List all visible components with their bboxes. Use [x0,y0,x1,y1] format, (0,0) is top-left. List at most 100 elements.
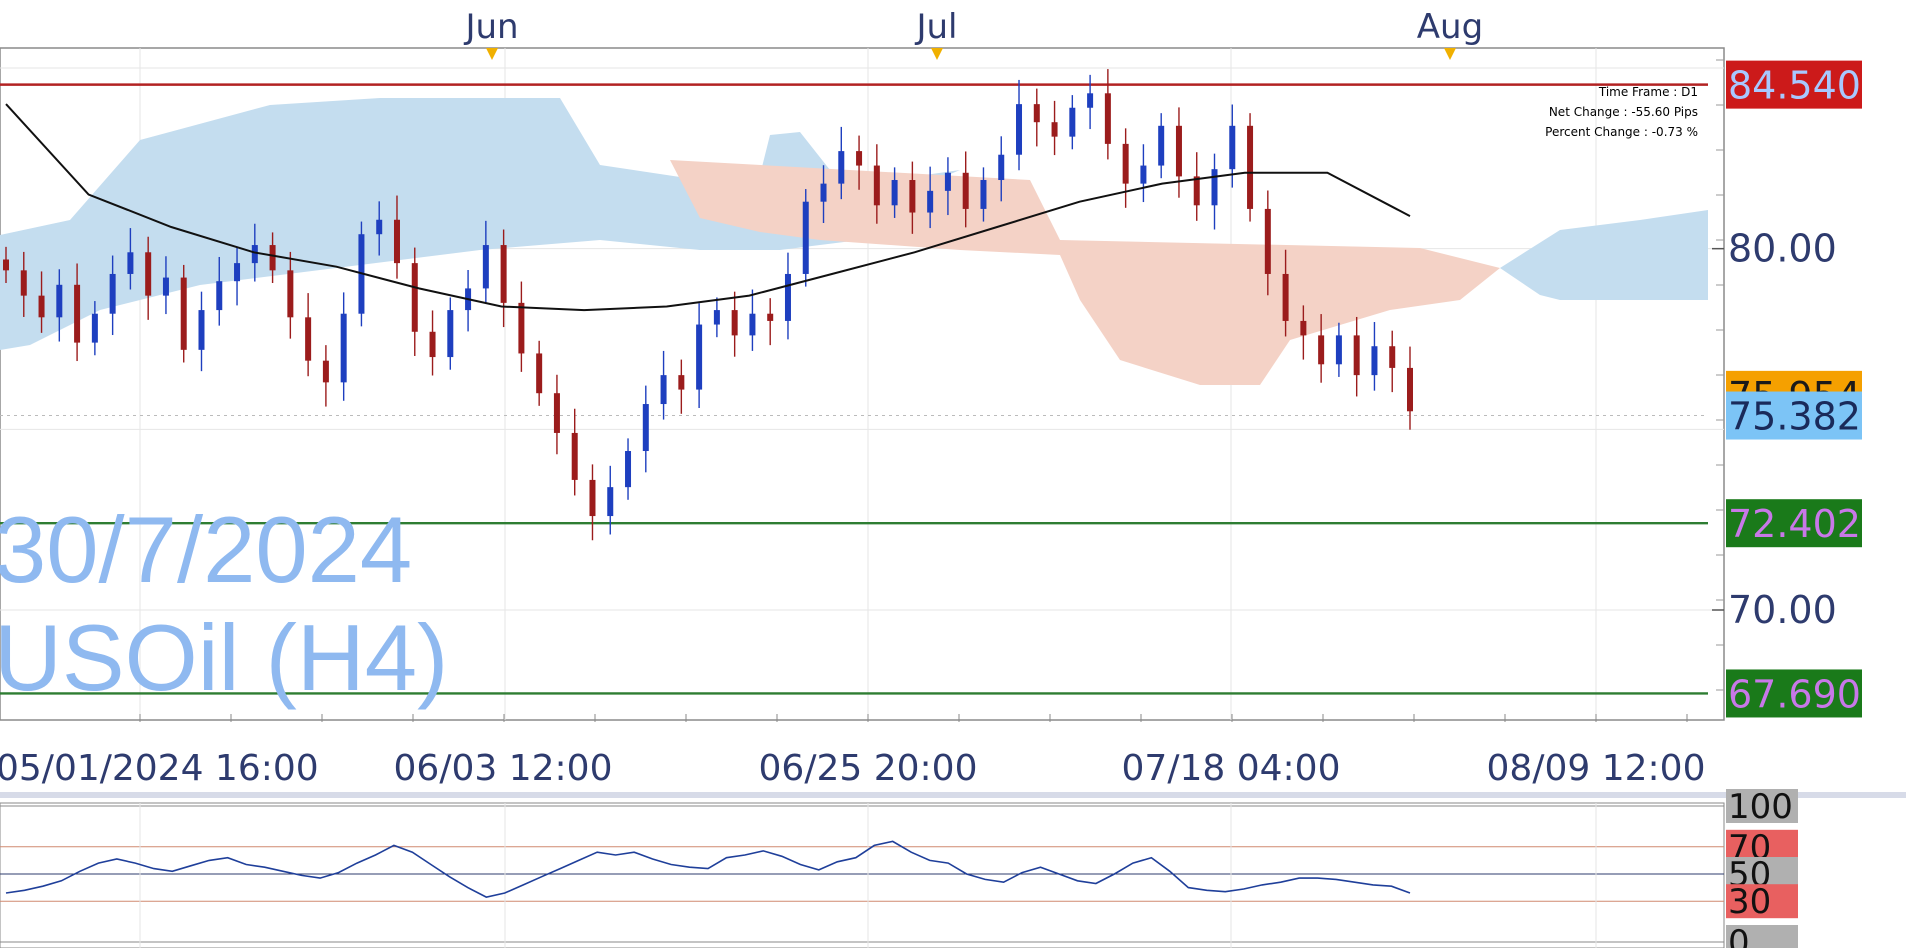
candle [749,289,756,351]
candle [198,291,205,372]
candle [56,269,63,342]
candle-body [1371,346,1378,376]
price-tag-box [1726,391,1862,440]
price-tag-label: 67.690 [1728,672,1861,716]
candle-body [1335,335,1342,365]
month-label-jul: Jul [914,7,957,47]
candle [3,246,9,283]
candle-body [269,245,276,271]
watermark-date: 30/7/2024 [0,497,412,602]
candle [1051,100,1058,156]
month-label-jun: Jun [463,7,518,47]
candle-body [642,404,649,452]
candle-body [482,245,489,289]
candle-body [518,302,525,354]
info-percent-change: Percent Change : -0.73 % [1545,125,1698,139]
info-time-frame: Time Frame : D1 [1598,85,1698,99]
rsi-level-label: 30 [1728,882,1771,922]
candle [767,298,774,346]
candle-body [38,295,45,318]
candle-body [1300,320,1307,336]
candle [1158,113,1165,179]
candle-body [998,154,1005,181]
candle [1087,74,1094,130]
rsi-panel-frame [0,802,1725,948]
candle-body [1407,367,1413,412]
candle [287,251,294,339]
candle-body [251,245,258,264]
candle-body [3,259,9,271]
candle [1407,346,1413,430]
price-tag-label: 84.540 [1728,64,1861,108]
candle [1211,153,1218,230]
x-tick-label: 05/01/2024 16:00 [0,748,319,789]
candle [1264,190,1271,296]
candle-body [553,393,560,433]
candle-body [411,263,418,332]
candle-body [74,284,81,343]
candle [909,161,916,234]
horizontal-price-lines [0,83,1708,695]
candle [1300,305,1307,360]
candle-body [1318,335,1325,365]
candle [340,292,347,401]
candle [980,167,987,222]
candle [607,465,614,535]
candle-body [802,201,809,274]
candle [1016,79,1023,171]
candle [891,167,898,218]
candle [1247,113,1254,222]
candle [234,247,241,306]
month-marker-aug [1444,48,1456,60]
rsi-level-label: 0 [1728,923,1750,948]
price-tag: 67.690 [1726,669,1862,718]
candle-body [731,310,738,336]
rsi-grid [0,803,1724,948]
candle-body [145,252,152,296]
candle [145,236,152,320]
candle-body [162,277,169,296]
price-tag: 75.382 [1726,391,1862,440]
candle-body [536,353,543,394]
candle [784,252,791,340]
y-tick-label: 70.00 [1728,588,1837,632]
watermark-symbol: USOil (H4) [0,605,448,710]
month-label-aug: Aug [1417,7,1483,47]
candle-body [1211,169,1218,206]
candle [447,297,454,370]
rsi-level-box [1726,884,1798,919]
month-marker-jun [486,48,498,60]
candle [305,293,312,377]
rsi-level-label: 100 [1728,787,1793,827]
candle [376,201,383,256]
candle-body [571,432,578,480]
candle [802,189,809,287]
candle-body [1247,125,1254,209]
candle-body [1282,273,1289,321]
candle [731,291,738,357]
rsi-level-box [1726,789,1798,823]
candle-body [589,479,596,517]
candle-body [1140,165,1147,184]
candle-body [1353,335,1360,376]
candle-body [91,313,98,343]
candle-body [1051,122,1058,137]
candle-body [447,310,454,358]
candle-body [56,284,63,318]
candle-body [287,270,294,318]
candle [1389,330,1396,393]
candle-body [980,180,987,209]
candle [944,157,951,216]
kumo-bull-region [1500,210,1708,300]
candle-body [820,183,827,202]
x-tick-label: 07/18 04:00 [1122,748,1341,789]
candle [74,263,81,362]
candle [678,359,685,414]
candle [642,385,649,473]
candlestick-series [3,69,1413,541]
candle [820,165,827,224]
candle [1353,316,1360,397]
candle-body [944,172,951,191]
